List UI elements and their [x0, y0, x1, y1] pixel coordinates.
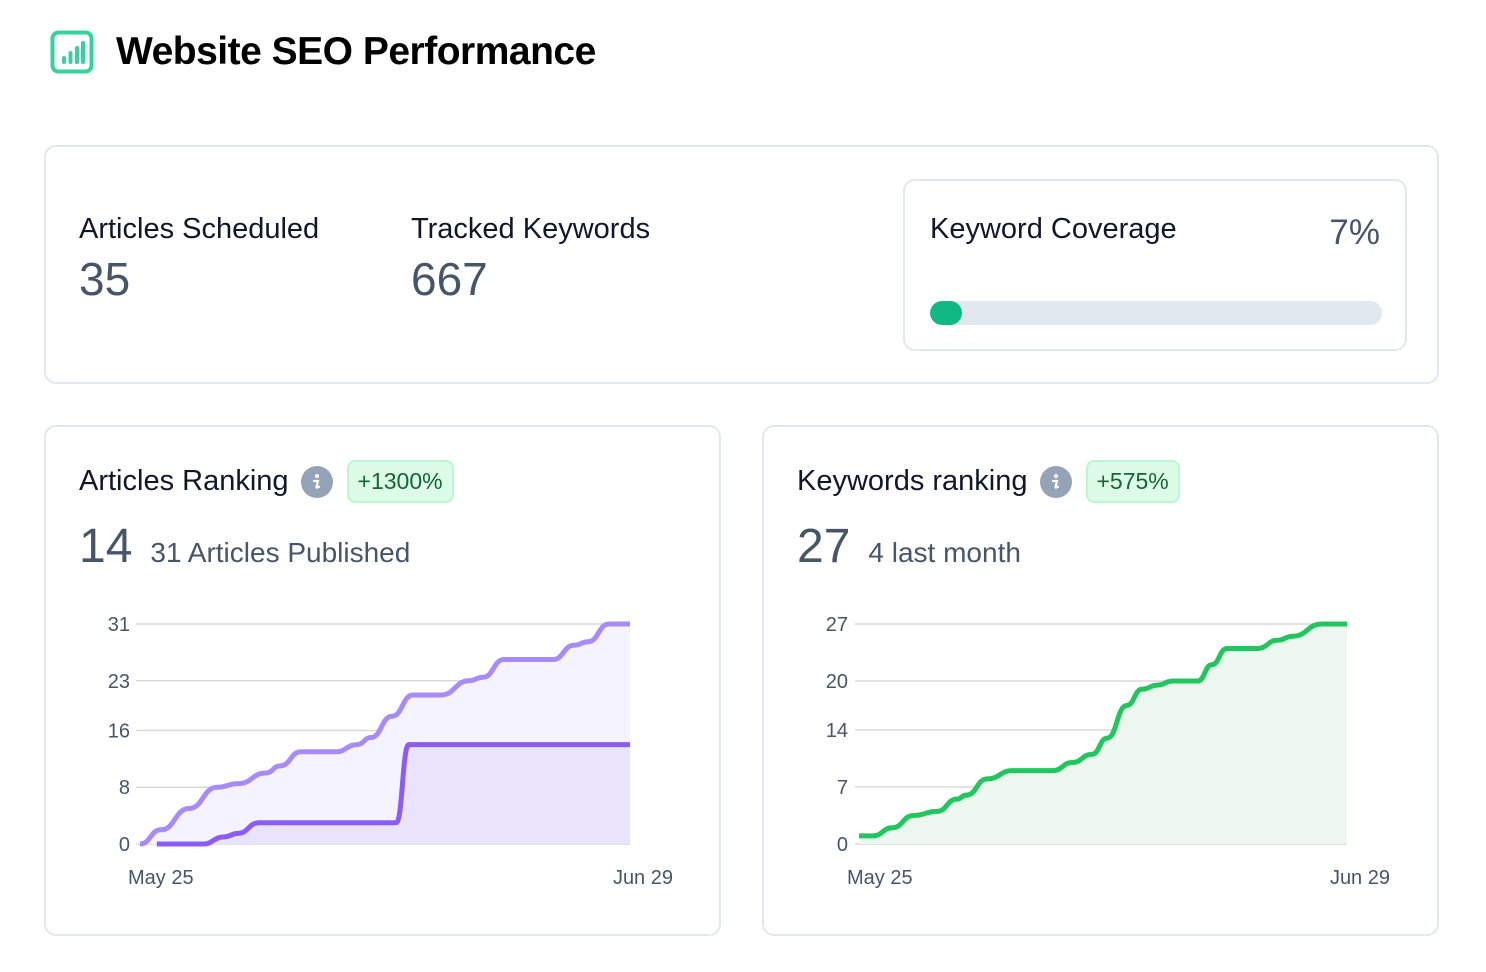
card-header: Keywords ranking +575%: [797, 460, 1180, 503]
coverage-progress-bar: [930, 301, 1382, 325]
coverage-progress-fill: [930, 301, 962, 325]
x-tick-label: May 25: [128, 867, 194, 889]
keywords-ranking-chart: 0 7 14 20 27 May 25 Jun 29: [826, 614, 1390, 889]
series-area-0: [859, 624, 1347, 844]
articles-ranking-card: 0 8 16 23 31 May 25 Jun 29 Articles Ranking +1…: [44, 425, 721, 936]
stat-tracked-keywords: Tracked Keywords 667: [411, 213, 650, 302]
stat-label: Tracked Keywords: [411, 213, 651, 245]
y-tick-label: 23: [108, 671, 130, 693]
series-line-0: [139, 621, 630, 847]
keyword-coverage-card: Keyword Coverage 7%: [903, 179, 1407, 351]
y-tick-label: 0: [837, 834, 848, 856]
keywords-ranking-card: 0 7 14 20 27 May 25 Jun 29 Keywords ranking +5…: [762, 425, 1439, 936]
y-tick-label: 14: [826, 720, 848, 742]
card-title: Keywords ranking: [797, 465, 1028, 497]
x-tick-label: Jun 29: [1330, 867, 1390, 889]
card-metric: 14 31 Articles Published: [79, 523, 410, 571]
y-tick-label: 8: [119, 777, 130, 799]
change-badge: +1300%: [346, 460, 454, 503]
y-tick-label: 7: [837, 777, 848, 799]
y-tick-label: 27: [826, 614, 848, 636]
series-line-0: [859, 621, 1347, 839]
stat-value: 667: [411, 253, 488, 305]
info-icon[interactable]: [300, 465, 333, 498]
card-metric: 27 4 last month: [797, 523, 1021, 571]
coverage-label: Keyword Coverage: [930, 213, 1177, 245]
metric-subtext: 31 Articles Published: [150, 537, 411, 568]
stat-label: Articles Scheduled: [79, 213, 320, 245]
change-badge: +575%: [1085, 460, 1180, 503]
y-tick-label: 20: [826, 671, 848, 693]
stats-card: Articles Scheduled 35 Tracked Keywords 6…: [44, 145, 1439, 384]
metric-value: 14: [79, 520, 133, 573]
x-tick-label: Jun 29: [613, 867, 673, 889]
card-title: Articles Ranking: [79, 465, 289, 497]
y-tick-label: 0: [119, 834, 130, 856]
metric-value: 27: [797, 520, 851, 573]
bar-chart-icon: [50, 30, 94, 74]
series-area-1: [156, 744, 631, 844]
card-header: Articles Ranking +1300%: [79, 460, 454, 503]
y-tick-label: 31: [108, 614, 130, 636]
page-title: Website SEO Performance: [116, 30, 596, 73]
stat-articles-scheduled: Articles Scheduled 35: [79, 213, 319, 302]
series-line-1: [156, 742, 630, 847]
page-header: Website SEO Performance: [50, 30, 596, 74]
coverage-value: 7%: [1329, 213, 1380, 252]
info-icon[interactable]: [1039, 465, 1072, 498]
y-tick-label: 16: [108, 720, 130, 742]
articles-ranking-chart: 0 8 16 23 31 May 25 Jun 29: [108, 614, 673, 889]
stat-value: 35: [79, 253, 131, 305]
x-tick-label: May 25: [847, 867, 913, 889]
metric-subtext: 4 last month: [868, 537, 1021, 568]
